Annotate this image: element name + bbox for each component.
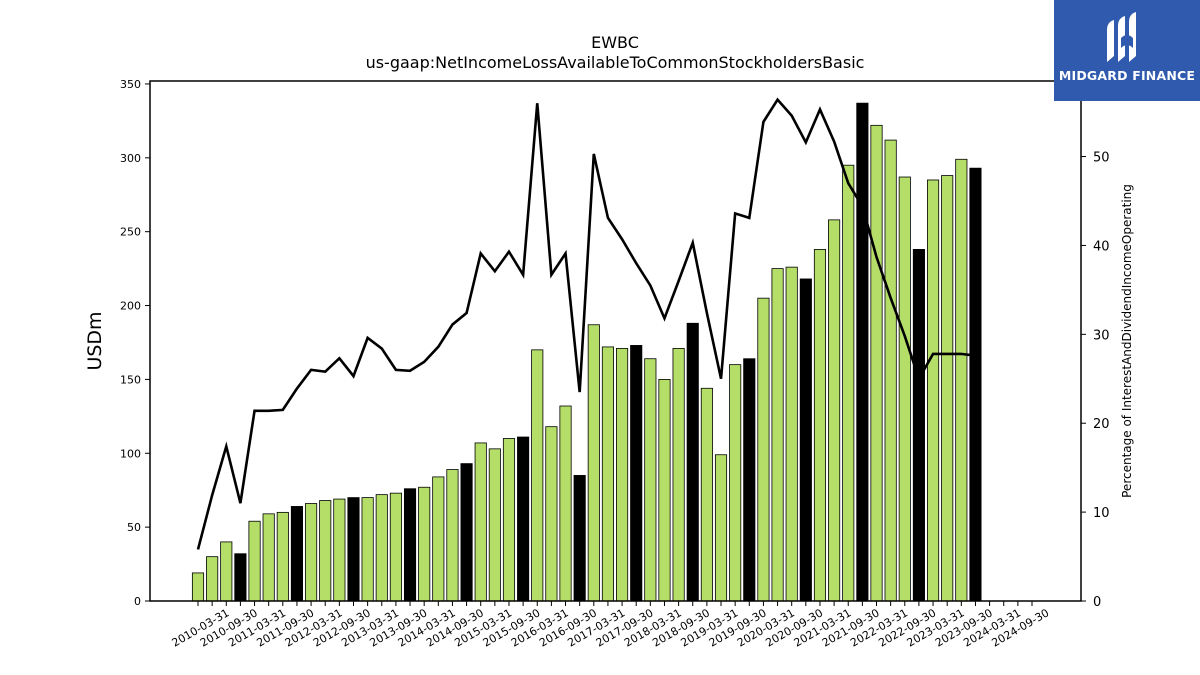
y-tick-label: 100 <box>120 447 141 460</box>
bar <box>290 506 304 602</box>
bar <box>403 488 417 602</box>
line-series <box>196 97 976 550</box>
bar <box>432 476 445 602</box>
bar <box>969 167 982 602</box>
bar <box>587 324 600 602</box>
plot-frame <box>149 80 1082 602</box>
y2-tick-label: 20 <box>1093 417 1110 432</box>
bar <box>559 405 572 602</box>
bar <box>856 102 869 602</box>
bar <box>785 266 798 602</box>
y2-tick-label: 30 <box>1093 328 1110 343</box>
bar <box>601 346 614 602</box>
bar <box>206 556 219 602</box>
bar <box>686 322 699 602</box>
y-tick-label: 50 <box>127 521 141 534</box>
chart-subtitle: us-gaap:NetIncomeLossAvailableToCommonSt… <box>366 53 865 72</box>
bar <box>912 249 925 602</box>
bar <box>884 139 897 602</box>
bar <box>927 179 940 602</box>
midgard-finance-logo: MIDGARD FINANCE <box>1054 0 1200 101</box>
bar <box>898 176 911 602</box>
bar <box>714 454 728 602</box>
bar <box>700 387 713 602</box>
bar-series <box>191 102 982 602</box>
y2-tick-label: 10 <box>1093 506 1110 521</box>
bar <box>517 436 530 602</box>
bar <box>573 475 586 602</box>
line-path <box>196 97 976 550</box>
bar <box>799 278 812 602</box>
y-axis-label: USDm <box>84 311 106 370</box>
y-tick-label: 300 <box>120 152 141 165</box>
bar <box>502 438 516 602</box>
bar <box>375 494 388 602</box>
bar <box>955 158 968 602</box>
bar <box>941 175 954 602</box>
bar <box>474 442 487 602</box>
y2-tick-label: 0 <box>1093 595 1101 610</box>
bar <box>248 520 261 602</box>
bar <box>743 358 756 602</box>
bar <box>220 541 233 602</box>
bar <box>616 347 629 602</box>
bar <box>488 448 501 602</box>
bar <box>234 553 247 602</box>
bar <box>305 503 318 602</box>
y-tick-label: 150 <box>120 373 141 386</box>
chart-title: EWBC <box>591 33 639 52</box>
bar <box>842 164 855 602</box>
bar <box>672 347 685 602</box>
bar <box>319 500 332 602</box>
y-tick-label: 200 <box>120 300 141 313</box>
bar <box>446 469 459 602</box>
bar <box>191 572 205 602</box>
y2-axis-label: Percentage of InterestAndDividendIncomeO… <box>1120 184 1134 498</box>
bar <box>389 492 402 602</box>
bar <box>828 219 841 602</box>
bar <box>757 297 770 602</box>
bar <box>531 349 544 602</box>
bar <box>813 249 827 602</box>
bar <box>545 426 558 602</box>
bar <box>276 511 289 602</box>
bar <box>771 268 784 602</box>
bar <box>658 379 671 602</box>
y-tick-label: 350 <box>120 78 141 91</box>
bar <box>333 498 346 602</box>
logo-mark-icon <box>1107 12 1136 62</box>
bar <box>644 358 657 602</box>
y2-tick-label: 50 <box>1093 151 1110 166</box>
logo-text: MIDGARD FINANCE <box>1058 68 1196 83</box>
y-tick-label: 0 <box>134 595 141 608</box>
bar <box>418 486 431 602</box>
y2-tick-label: 40 <box>1093 239 1110 254</box>
bar <box>729 364 742 602</box>
bar <box>630 345 643 602</box>
bar <box>870 124 883 602</box>
bar <box>361 497 374 602</box>
bar <box>347 497 360 602</box>
bar <box>460 463 473 602</box>
bar <box>262 513 275 602</box>
y-tick-label: 250 <box>120 226 141 239</box>
